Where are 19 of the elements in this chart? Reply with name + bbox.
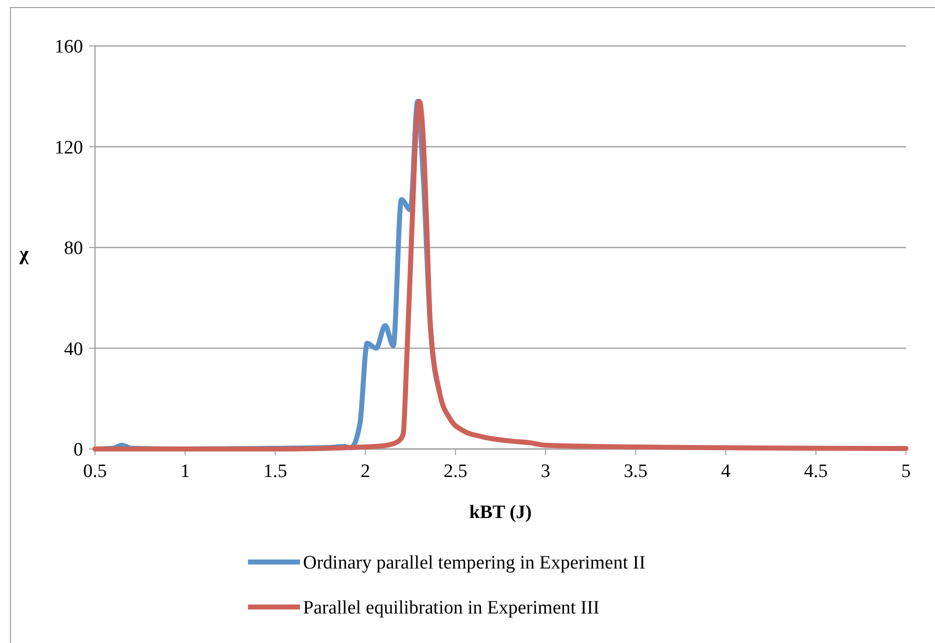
y-tick-label: 0 xyxy=(74,440,83,461)
x-tick-label: 0.5 xyxy=(83,461,107,482)
legend-label: Parallel equilibration in Experiment III xyxy=(303,598,600,619)
x-tick-label: 4.5 xyxy=(804,461,828,482)
x-tick-label: 1 xyxy=(180,461,190,482)
x-tick-label: 4 xyxy=(721,461,732,482)
y-axis-title: χ xyxy=(18,243,30,265)
x-tick-label: 1.5 xyxy=(263,461,288,482)
x-tick-label: 3 xyxy=(540,461,550,482)
y-tick-label: 40 xyxy=(64,338,83,360)
y-tick-label: 160 xyxy=(54,36,83,58)
x-tick-label: 5 xyxy=(901,461,911,482)
legend-label: Ordinary parallel tempering in Experiment II xyxy=(303,552,646,574)
x-tick-label: 3.5 xyxy=(624,461,648,482)
x-axis-title: kBT (J) xyxy=(469,502,532,523)
x-tick-label: 2 xyxy=(360,461,370,482)
y-tick-label: 80 xyxy=(64,238,83,260)
x-tick-label: 2.5 xyxy=(444,461,468,482)
y-tick-label: 120 xyxy=(54,137,83,158)
